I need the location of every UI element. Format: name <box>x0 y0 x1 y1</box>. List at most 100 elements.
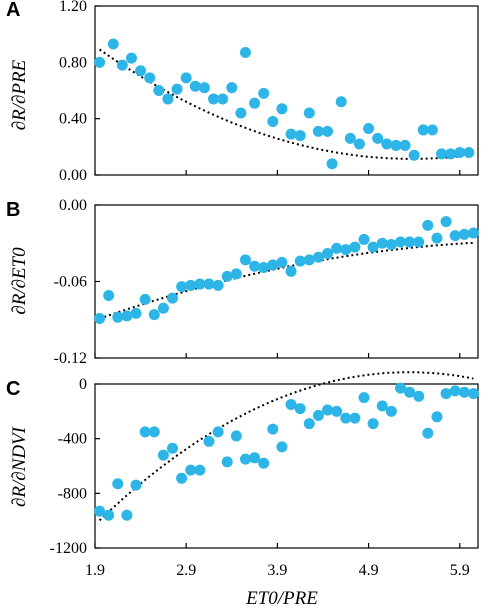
panel-label-b: B <box>6 199 20 221</box>
data-point-c-23 <box>303 418 315 430</box>
data-point-c-6 <box>148 426 160 438</box>
data-point-c-31 <box>376 400 388 412</box>
data-point-a-21 <box>285 128 297 140</box>
data-point-c-4 <box>130 479 142 491</box>
data-point-b-34 <box>404 236 416 248</box>
x-tick-label-1: 2.9 <box>176 562 196 579</box>
data-point-a-24 <box>312 125 324 137</box>
data-point-b-37 <box>431 232 443 244</box>
plot-area-c: -1200 -800 -400 0 <box>50 371 479 557</box>
panel-label-c: C <box>6 378 20 400</box>
data-point-c-37 <box>431 411 443 423</box>
data-point-a-14 <box>226 82 238 94</box>
data-point-c-41 <box>467 388 479 400</box>
data-point-a-26 <box>326 158 338 170</box>
data-point-b-40 <box>458 228 470 240</box>
data-point-a-25 <box>322 125 334 137</box>
data-point-c-12 <box>203 435 215 447</box>
data-point-b-1 <box>103 290 115 302</box>
data-point-b-12 <box>203 278 215 290</box>
data-point-c-11 <box>194 464 206 476</box>
data-point-a-2 <box>116 59 128 71</box>
data-point-a-8 <box>171 83 183 95</box>
data-point-a-23 <box>303 107 315 119</box>
data-point-b-6 <box>148 309 160 321</box>
data-point-c-25 <box>322 404 334 416</box>
data-point-b-0 <box>94 312 106 324</box>
data-point-a-30 <box>363 123 375 135</box>
y-tick-label-c-1: -800 <box>58 485 87 502</box>
data-point-a-39 <box>445 148 457 160</box>
data-point-c-16 <box>239 453 251 465</box>
data-point-b-35 <box>413 236 425 248</box>
data-point-b-2 <box>112 311 124 323</box>
panel-b: B ∂R/∂ET0 -0.12 -0.06 0.00 <box>6 197 479 367</box>
data-point-c-9 <box>176 472 188 484</box>
data-point-b-31 <box>376 237 388 249</box>
data-point-a-20 <box>276 103 288 115</box>
plot-frame-b <box>94 204 479 359</box>
data-point-a-31 <box>372 132 384 144</box>
data-point-a-17 <box>249 97 261 109</box>
y-tick-label-b-1: -0.06 <box>54 274 87 291</box>
data-point-b-21 <box>285 265 297 277</box>
data-point-c-7 <box>157 449 169 461</box>
y-tick-label-a-2: 0.80 <box>59 54 87 71</box>
data-point-a-16 <box>239 46 251 58</box>
data-point-a-3 <box>125 52 137 64</box>
data-point-b-26 <box>331 242 343 254</box>
data-point-c-39 <box>449 385 461 397</box>
data-point-c-24 <box>312 409 324 421</box>
data-point-b-4 <box>130 307 142 319</box>
data-point-b-5 <box>139 293 151 305</box>
data-point-c-28 <box>349 412 361 424</box>
data-point-c-40 <box>458 386 470 398</box>
data-point-c-10 <box>185 464 197 476</box>
data-point-b-41 <box>467 227 479 239</box>
data-point-b-24 <box>312 251 324 263</box>
data-point-b-25 <box>322 247 334 259</box>
data-point-b-9 <box>176 281 188 293</box>
data-point-b-8 <box>167 292 179 304</box>
plot-frame-a <box>94 5 479 176</box>
data-point-a-41 <box>463 146 475 158</box>
y-axis-label-c: ∂R/∂NDVI <box>9 425 30 507</box>
x-axis-label: ET0/PRE <box>245 588 318 609</box>
data-point-c-3 <box>121 509 133 521</box>
y-tick-label-c-0: -1200 <box>50 540 87 557</box>
x-axis-ticks: 1.9 2.9 3.9 4.9 5.9 <box>85 562 470 579</box>
data-point-c-15 <box>230 430 242 442</box>
data-point-c-17 <box>249 452 261 464</box>
data-point-a-0 <box>94 56 106 68</box>
plot-frame-c <box>94 383 479 549</box>
data-point-c-21 <box>285 399 297 410</box>
y-tick-label-c-3: 0 <box>79 376 87 393</box>
panel-a: A ∂R/∂PRE 0.00 0.40 0.80 1.20 <box>6 0 479 184</box>
data-point-b-15 <box>230 268 242 280</box>
data-point-c-13 <box>212 426 224 438</box>
data-point-b-19 <box>267 259 279 271</box>
data-point-a-29 <box>353 138 365 150</box>
data-point-c-33 <box>394 382 406 394</box>
data-point-a-22 <box>294 130 306 142</box>
data-point-b-27 <box>340 244 352 256</box>
data-point-a-27 <box>335 96 347 108</box>
data-point-a-11 <box>198 82 210 94</box>
plot-area-a: 0.00 0.40 0.80 1.20 <box>59 0 479 184</box>
y-tick-label-b-0: -0.12 <box>54 350 87 367</box>
data-point-b-36 <box>422 219 434 231</box>
data-point-a-40 <box>454 146 466 158</box>
data-point-b-13 <box>212 279 224 291</box>
data-point-b-39 <box>449 230 461 242</box>
data-point-a-36 <box>417 124 429 136</box>
y-tick-label-a-3: 1.20 <box>59 0 87 15</box>
data-point-c-30 <box>367 418 379 430</box>
data-point-c-14 <box>221 456 233 468</box>
x-tick-label-2: 3.9 <box>267 562 287 579</box>
data-point-a-6 <box>153 85 165 96</box>
data-point-c-19 <box>267 423 279 435</box>
data-point-c-22 <box>294 403 306 415</box>
data-point-c-32 <box>385 405 397 417</box>
data-point-b-3 <box>121 310 133 322</box>
